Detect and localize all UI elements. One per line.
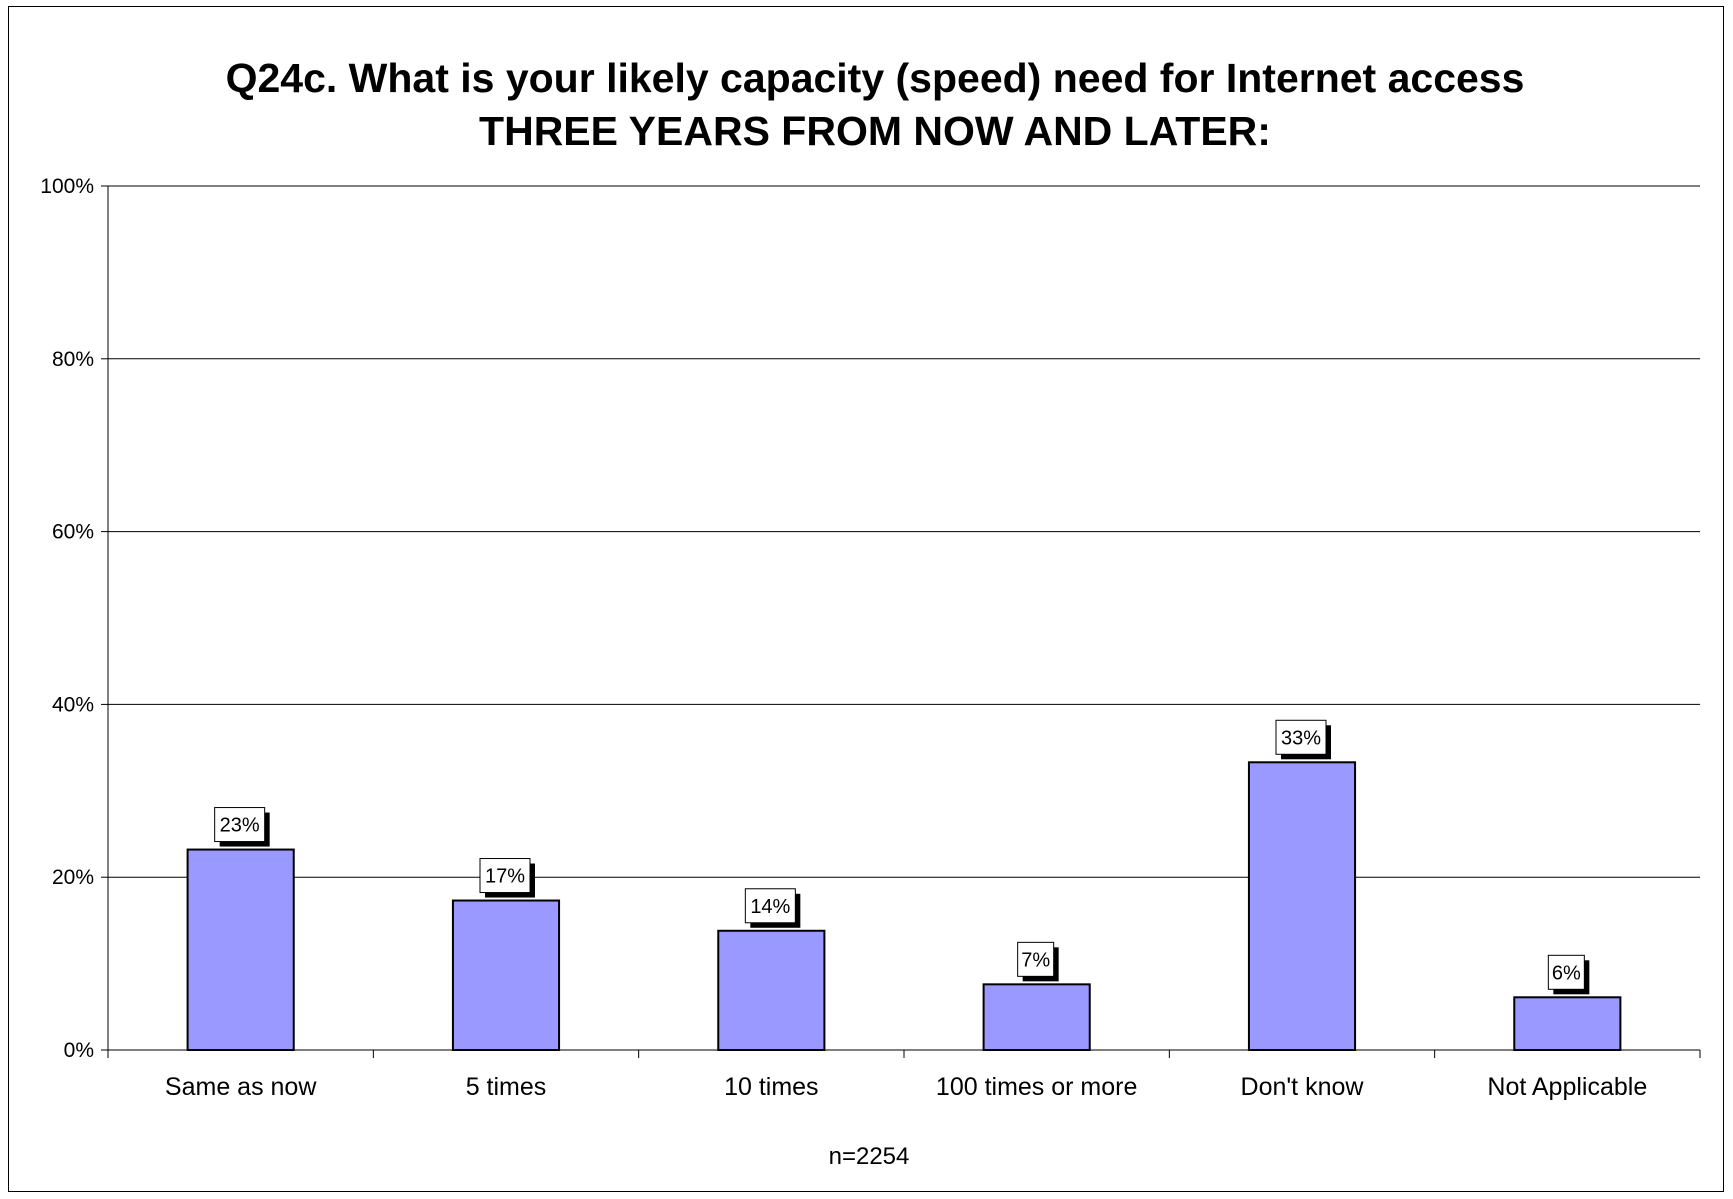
y-tick-label: 0% — [64, 1039, 94, 1062]
bar — [1513, 996, 1622, 1052]
data-label-box — [479, 858, 531, 894]
chart-title: Q24c. What is your likely capacity (spee… — [225, 55, 1525, 101]
y-tick-label: 60% — [52, 521, 94, 544]
x-tick-label: Same as now — [165, 1073, 317, 1101]
x-axis: Same as now 5 times 10 times 100 times or m… — [107, 1049, 1701, 1101]
y-tick-label: 80% — [52, 348, 94, 371]
y-tick-label: 100% — [40, 175, 94, 198]
bar — [451, 899, 561, 1052]
bar — [717, 929, 826, 1052]
y-tick-label: 40% — [52, 693, 94, 716]
sample-size-note: n=2254 — [829, 1143, 910, 1170]
data-label: 23% — [220, 815, 260, 837]
y-axis: 0% 20% 40% 60% 80% 100% — [40, 175, 109, 1062]
data-labels: 23% 17% 14% 7% 33% 6% — [214, 719, 1590, 995]
data-label: 33% — [1281, 727, 1321, 749]
data-label-box — [1017, 941, 1055, 977]
x-tick-label: 10 times — [724, 1073, 818, 1101]
data-label-box — [1275, 719, 1327, 755]
x-tick-label: Not Applicable — [1487, 1073, 1647, 1101]
bars — [186, 761, 1622, 1052]
chart-title-block: Q24c. What is your likely capacity (spee… — [0, 52, 1733, 158]
gridlines — [108, 185, 1700, 878]
data-label-box — [214, 807, 266, 843]
data-label-box — [1547, 954, 1585, 990]
x-tick-label: Don't know — [1241, 1073, 1365, 1101]
x-tick-label: 100 times or more — [936, 1073, 1137, 1101]
chart-subtitle: THREE YEARS FROM NOW AND LATER: — [479, 108, 1271, 154]
data-label-box — [744, 888, 796, 924]
data-label: 7% — [1021, 949, 1050, 971]
x-tick-label: 5 times — [466, 1073, 547, 1101]
data-label: 14% — [750, 896, 790, 918]
bar — [982, 983, 1091, 1051]
bar — [186, 848, 295, 1051]
data-label: 17% — [485, 866, 525, 888]
y-tick-label: 20% — [52, 866, 94, 889]
bar — [1247, 761, 1357, 1052]
data-label: 6% — [1552, 962, 1581, 984]
